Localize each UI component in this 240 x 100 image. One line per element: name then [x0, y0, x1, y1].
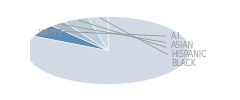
Text: A.I.: A.I.: [45, 31, 184, 41]
Text: WHITE: WHITE: [38, 29, 63, 38]
Text: HISPANIC: HISPANIC: [78, 20, 207, 59]
Wedge shape: [34, 26, 108, 50]
Wedge shape: [26, 17, 190, 84]
Wedge shape: [52, 22, 108, 50]
Wedge shape: [64, 18, 108, 50]
Wedge shape: [88, 17, 108, 50]
Text: BLACK: BLACK: [100, 18, 196, 68]
Text: ASIAN: ASIAN: [61, 24, 195, 50]
